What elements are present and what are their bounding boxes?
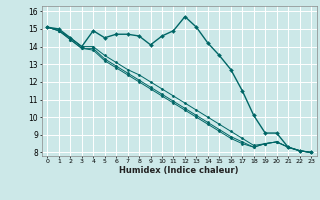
X-axis label: Humidex (Indice chaleur): Humidex (Indice chaleur) (119, 166, 239, 175)
